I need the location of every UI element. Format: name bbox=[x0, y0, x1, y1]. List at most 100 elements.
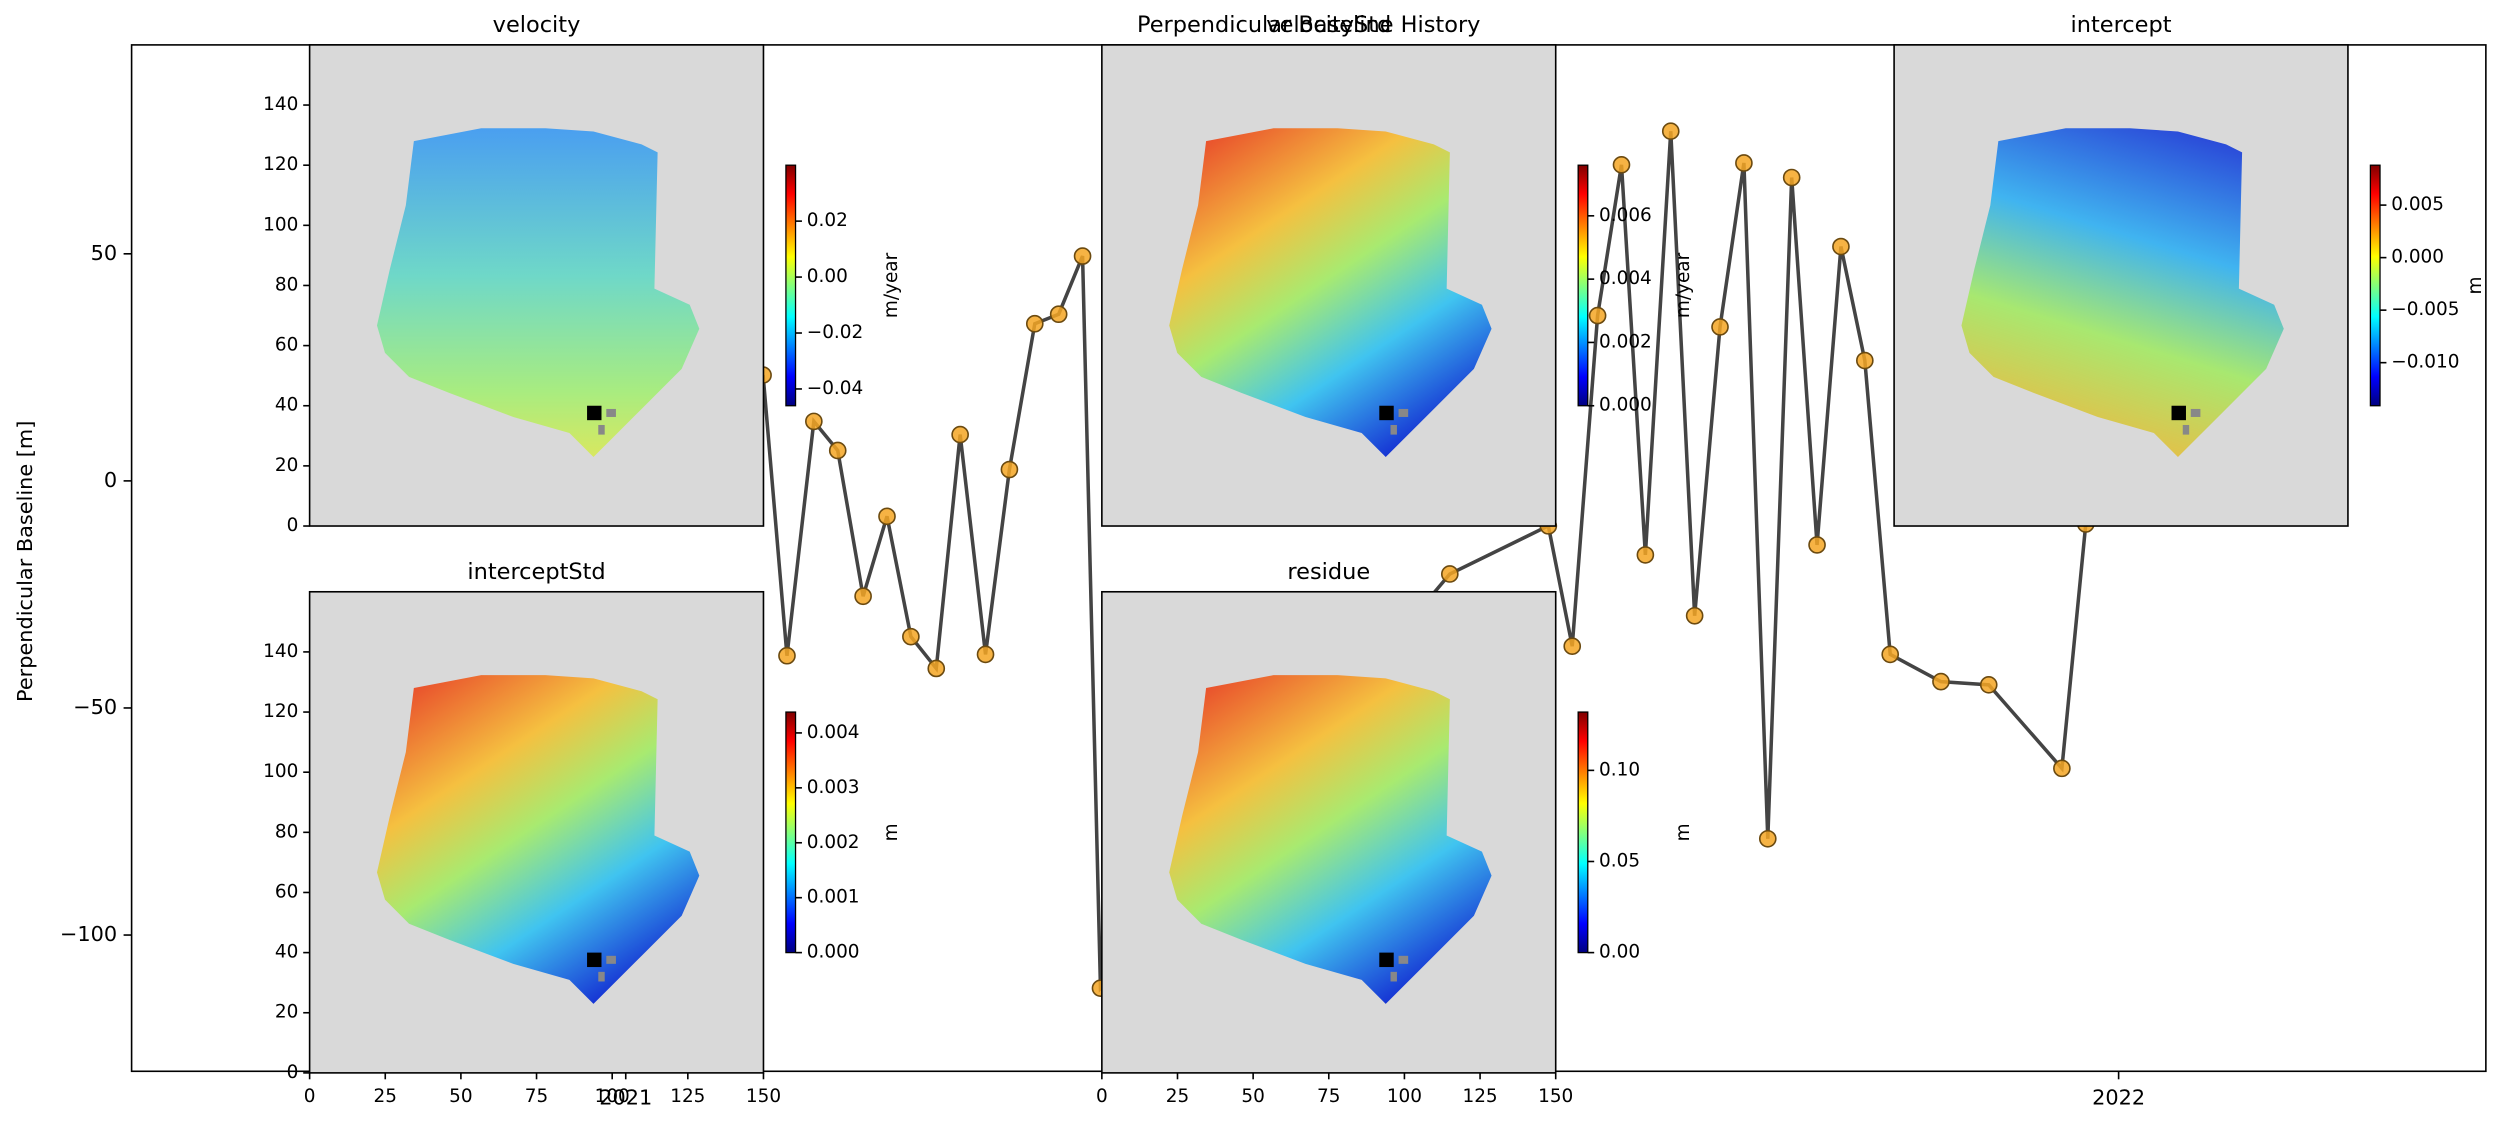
y-tick-label: 0 bbox=[104, 468, 117, 492]
image-speck bbox=[1398, 955, 1409, 964]
y-tick-label: 140 bbox=[263, 94, 298, 115]
y-tick-label: 120 bbox=[263, 701, 298, 722]
chart-title: Perpendicular Baseline History bbox=[1137, 12, 1481, 38]
acquisition-marker bbox=[1685, 606, 1704, 625]
colorbar-tick-label: −0.005 bbox=[2391, 299, 2459, 320]
colorbar-tick-label: 0.001 bbox=[807, 887, 860, 908]
x-tick-label: 100 bbox=[1387, 1086, 1422, 1107]
y-tick-label: 120 bbox=[263, 154, 298, 175]
image-speck bbox=[1398, 408, 1409, 417]
image-raster bbox=[1169, 675, 1492, 1004]
image-raster bbox=[376, 675, 700, 1004]
colorbar-label: m/year bbox=[881, 252, 902, 318]
acquisition-marker bbox=[1782, 168, 1801, 187]
panel-title: velocity bbox=[493, 12, 581, 38]
colorbar-tick-label: −0.02 bbox=[807, 322, 864, 343]
y-axis-label: Perpendicular Baseline [m] bbox=[13, 421, 37, 702]
acquisition-marker bbox=[1832, 237, 1850, 256]
colorbar-tick-label: −0.04 bbox=[807, 378, 864, 399]
x-tick-label: 25 bbox=[1166, 1086, 1189, 1107]
acquisition-marker bbox=[1979, 675, 1998, 694]
acquisition-marker bbox=[828, 441, 847, 460]
y-tick-label: 80 bbox=[275, 274, 298, 295]
image-raster bbox=[1961, 128, 2284, 458]
y-tick-label: −100 bbox=[60, 922, 117, 946]
y-tick-label: 80 bbox=[275, 821, 298, 842]
acquisition-marker bbox=[1735, 154, 1753, 172]
acquisition-marker bbox=[878, 507, 896, 526]
reference-point bbox=[1379, 405, 1394, 421]
panel-title: interceptStd bbox=[467, 559, 605, 585]
colorbar-tick-label: −0.010 bbox=[2391, 352, 2459, 373]
colorbar-tick-label: 0.10 bbox=[1599, 759, 1640, 780]
colorbar bbox=[1577, 711, 1589, 954]
acquisition-marker bbox=[1025, 314, 1044, 333]
panel-title: velocityStd bbox=[1266, 12, 1391, 38]
acquisition-marker bbox=[927, 659, 946, 678]
acquisition-marker bbox=[1661, 122, 1680, 141]
colorbar bbox=[785, 164, 797, 407]
y-tick-label: 0 bbox=[287, 1062, 299, 1083]
acquisition-marker bbox=[2053, 759, 2071, 778]
x-tick-label: 150 bbox=[1538, 1086, 1573, 1107]
acquisition-marker bbox=[951, 425, 969, 444]
panel-title: residue bbox=[1287, 559, 1370, 585]
acquisition-marker bbox=[976, 645, 995, 664]
x-tick-label: 2022 bbox=[2092, 1086, 2145, 1110]
acquisition-marker bbox=[854, 587, 872, 606]
image-raster bbox=[1169, 128, 1492, 458]
acquisition-marker bbox=[1808, 536, 1826, 554]
image-speck bbox=[598, 971, 605, 982]
acquisition-marker bbox=[1636, 546, 1655, 564]
y-tick-label: 100 bbox=[263, 214, 298, 235]
x-tick-label: 2021 bbox=[599, 1086, 652, 1110]
reference-point bbox=[2171, 405, 2186, 421]
acquisition-marker bbox=[1881, 645, 1900, 664]
y-tick-label: 20 bbox=[275, 455, 298, 476]
colorbar-tick-label: 0.000 bbox=[2391, 247, 2444, 268]
reference-point bbox=[587, 952, 602, 968]
x-tick-label: 0 bbox=[304, 1086, 316, 1107]
x-tick-label: 25 bbox=[374, 1086, 397, 1107]
acquisition-marker bbox=[1073, 247, 1092, 265]
x-tick-label: 75 bbox=[1317, 1086, 1340, 1107]
colorbar-tick-label: 0.006 bbox=[1599, 205, 1652, 226]
colorbar-tick-label: 0.002 bbox=[1599, 331, 1652, 352]
acquisition-marker bbox=[1856, 351, 1874, 370]
x-tick-label: 75 bbox=[525, 1086, 548, 1107]
colorbar-label: m bbox=[1673, 823, 1694, 841]
colorbar-tick-label: 0.02 bbox=[807, 210, 848, 231]
image-speck bbox=[2190, 408, 2201, 417]
acquisition-marker bbox=[1440, 565, 1459, 583]
colorbar-tick-label: 0.00 bbox=[807, 266, 848, 287]
x-tick-label: 125 bbox=[1462, 1086, 1497, 1107]
image-raster bbox=[376, 128, 700, 458]
acquisition-marker bbox=[1588, 306, 1607, 325]
acquisition-marker bbox=[1000, 460, 1019, 479]
image-speck bbox=[598, 424, 605, 435]
y-tick-label: 140 bbox=[263, 641, 298, 662]
acquisition-marker bbox=[778, 646, 796, 665]
y-tick-label: 40 bbox=[275, 395, 298, 416]
reference-point bbox=[587, 405, 602, 421]
x-tick-label: 0 bbox=[1096, 1086, 1108, 1107]
image-frame bbox=[308, 44, 765, 527]
colorbar-label: m bbox=[881, 823, 902, 841]
x-tick-label: 50 bbox=[1241, 1086, 1264, 1107]
colorbar-tick-label: 0.003 bbox=[807, 777, 860, 798]
colorbar-tick-label: 0.005 bbox=[2391, 194, 2444, 215]
y-tick-label: −50 bbox=[73, 695, 117, 719]
image-speck bbox=[606, 408, 616, 417]
colorbar bbox=[785, 711, 797, 954]
reference-point bbox=[1379, 952, 1394, 968]
acquisition-marker bbox=[1932, 672, 1950, 691]
y-tick-label: 0 bbox=[287, 515, 299, 536]
colorbar-label: m bbox=[2465, 276, 2486, 294]
y-tick-label: 100 bbox=[263, 761, 298, 782]
y-tick-label: 50 bbox=[91, 241, 118, 265]
acquisition-marker bbox=[902, 627, 920, 646]
acquisition-marker bbox=[1612, 155, 1631, 174]
colorbar-label: m/year bbox=[1673, 252, 1694, 318]
acquisition-marker bbox=[1758, 829, 1777, 848]
